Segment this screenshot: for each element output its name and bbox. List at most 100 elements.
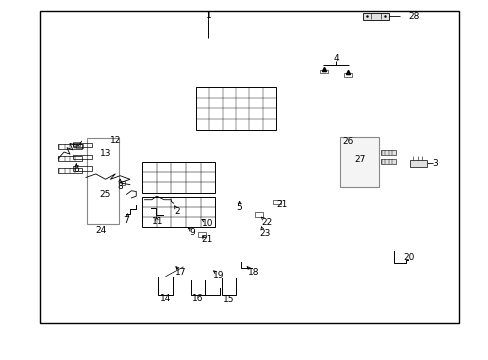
Bar xyxy=(320,69,327,73)
Polygon shape xyxy=(171,207,185,217)
Polygon shape xyxy=(171,217,185,227)
Polygon shape xyxy=(263,98,275,108)
Text: 6: 6 xyxy=(73,166,79,175)
Bar xyxy=(142,162,215,193)
Polygon shape xyxy=(249,87,262,97)
Text: 7: 7 xyxy=(123,216,129,225)
Bar xyxy=(118,181,125,185)
Polygon shape xyxy=(157,197,170,207)
Bar xyxy=(40,12,458,323)
Text: 4: 4 xyxy=(333,54,338,63)
Bar xyxy=(58,168,81,173)
Bar xyxy=(73,143,92,147)
Text: 13: 13 xyxy=(100,149,111,158)
Bar xyxy=(255,212,263,217)
Polygon shape xyxy=(201,217,214,227)
Bar xyxy=(87,138,119,224)
Polygon shape xyxy=(196,98,208,108)
Polygon shape xyxy=(171,172,185,182)
Text: 26: 26 xyxy=(341,137,353,146)
Text: 23: 23 xyxy=(259,229,270,238)
Text: 18: 18 xyxy=(247,268,259,277)
Polygon shape xyxy=(236,109,248,119)
Text: 8: 8 xyxy=(117,181,123,190)
Text: 14: 14 xyxy=(160,294,171,303)
Bar xyxy=(73,142,80,145)
Bar xyxy=(150,202,159,207)
Polygon shape xyxy=(223,120,235,130)
Bar xyxy=(73,166,92,171)
Text: 15: 15 xyxy=(223,295,234,304)
Polygon shape xyxy=(249,120,262,130)
Text: 5: 5 xyxy=(236,203,242,212)
Polygon shape xyxy=(157,217,170,227)
Polygon shape xyxy=(236,87,248,97)
Polygon shape xyxy=(171,162,185,172)
Polygon shape xyxy=(223,98,235,108)
Polygon shape xyxy=(263,120,275,130)
Polygon shape xyxy=(157,162,170,172)
Bar xyxy=(198,232,205,237)
Polygon shape xyxy=(223,109,235,119)
Polygon shape xyxy=(142,217,156,227)
Bar xyxy=(76,144,82,148)
Polygon shape xyxy=(186,197,200,207)
Text: 22: 22 xyxy=(261,218,272,227)
Polygon shape xyxy=(196,87,208,97)
Polygon shape xyxy=(142,197,156,207)
Text: 21: 21 xyxy=(276,200,287,209)
Bar xyxy=(380,159,395,164)
Bar xyxy=(58,156,81,161)
Polygon shape xyxy=(157,183,170,192)
Text: 25: 25 xyxy=(100,190,111,199)
Bar xyxy=(58,144,81,149)
Polygon shape xyxy=(171,197,185,207)
Polygon shape xyxy=(142,183,156,192)
Polygon shape xyxy=(171,183,185,192)
Polygon shape xyxy=(142,207,156,217)
Text: 12: 12 xyxy=(110,136,121,145)
Polygon shape xyxy=(201,207,214,217)
Polygon shape xyxy=(142,172,156,182)
Polygon shape xyxy=(196,120,208,130)
Bar xyxy=(272,200,280,204)
Polygon shape xyxy=(249,109,262,119)
Polygon shape xyxy=(201,183,214,192)
Text: 3: 3 xyxy=(432,159,438,168)
Polygon shape xyxy=(236,98,248,108)
Polygon shape xyxy=(209,109,222,119)
Polygon shape xyxy=(157,172,170,182)
Polygon shape xyxy=(236,120,248,130)
Text: 1: 1 xyxy=(205,11,211,20)
Polygon shape xyxy=(142,162,156,172)
Polygon shape xyxy=(263,87,275,97)
Polygon shape xyxy=(201,172,214,182)
Text: 10: 10 xyxy=(201,219,213,228)
Text: 27: 27 xyxy=(353,155,365,164)
Text: 24: 24 xyxy=(95,226,106,235)
Bar xyxy=(343,73,351,77)
Bar xyxy=(142,197,215,227)
Polygon shape xyxy=(209,87,222,97)
Bar xyxy=(195,87,276,130)
Bar xyxy=(380,150,395,155)
Polygon shape xyxy=(186,183,200,192)
Polygon shape xyxy=(209,98,222,108)
Text: 11: 11 xyxy=(152,217,163,226)
Polygon shape xyxy=(263,109,275,119)
Polygon shape xyxy=(157,207,170,217)
Text: 2: 2 xyxy=(174,207,180,216)
Polygon shape xyxy=(186,217,200,227)
Text: 16: 16 xyxy=(192,294,203,303)
Polygon shape xyxy=(186,207,200,217)
Text: 28: 28 xyxy=(407,12,419,21)
Bar xyxy=(73,154,92,159)
Polygon shape xyxy=(201,197,214,207)
Polygon shape xyxy=(201,162,214,172)
Bar xyxy=(409,159,427,167)
Text: 21: 21 xyxy=(202,235,213,244)
Polygon shape xyxy=(196,109,208,119)
Polygon shape xyxy=(249,98,262,108)
Text: 19: 19 xyxy=(213,271,224,280)
Polygon shape xyxy=(186,162,200,172)
